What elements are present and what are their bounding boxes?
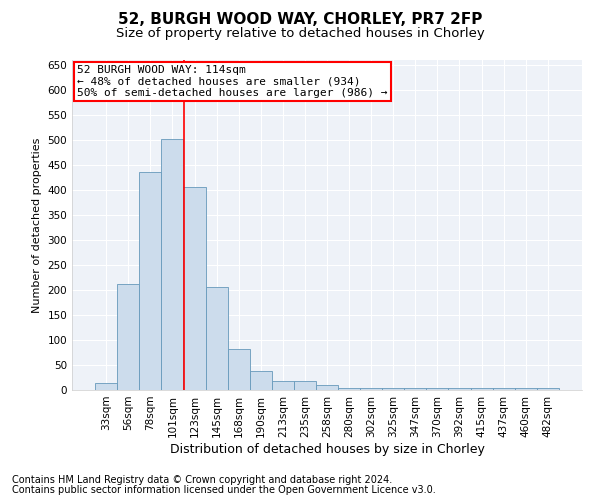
Bar: [515, 388, 537, 390]
Bar: [470, 388, 493, 390]
Text: Contains public sector information licensed under the Open Government Licence v3: Contains public sector information licen…: [12, 485, 436, 495]
Bar: [427, 388, 448, 390]
Bar: [448, 388, 470, 390]
Text: Size of property relative to detached houses in Chorley: Size of property relative to detached ho…: [116, 28, 484, 40]
Bar: [250, 371, 272, 390]
Bar: [338, 388, 360, 390]
Bar: [184, 186, 206, 390]
Bar: [117, 284, 139, 390]
Bar: [537, 388, 559, 390]
X-axis label: Distribution of detached houses by size in Chorley: Distribution of detached houses by size …: [170, 442, 484, 456]
Text: 52, BURGH WOOD WAY, CHORLEY, PR7 2FP: 52, BURGH WOOD WAY, CHORLEY, PR7 2FP: [118, 12, 482, 28]
Bar: [272, 381, 294, 390]
Bar: [227, 348, 250, 390]
Bar: [493, 388, 515, 390]
Bar: [161, 138, 184, 390]
Bar: [95, 382, 117, 390]
Y-axis label: Number of detached properties: Number of detached properties: [32, 138, 42, 312]
Bar: [294, 381, 316, 390]
Bar: [206, 286, 227, 390]
Text: 52 BURGH WOOD WAY: 114sqm
← 48% of detached houses are smaller (934)
50% of semi: 52 BURGH WOOD WAY: 114sqm ← 48% of detac…: [77, 65, 388, 98]
Bar: [316, 385, 338, 390]
Text: Contains HM Land Registry data © Crown copyright and database right 2024.: Contains HM Land Registry data © Crown c…: [12, 475, 392, 485]
Bar: [360, 388, 382, 390]
Bar: [404, 388, 427, 390]
Bar: [139, 172, 161, 390]
Bar: [382, 388, 404, 390]
